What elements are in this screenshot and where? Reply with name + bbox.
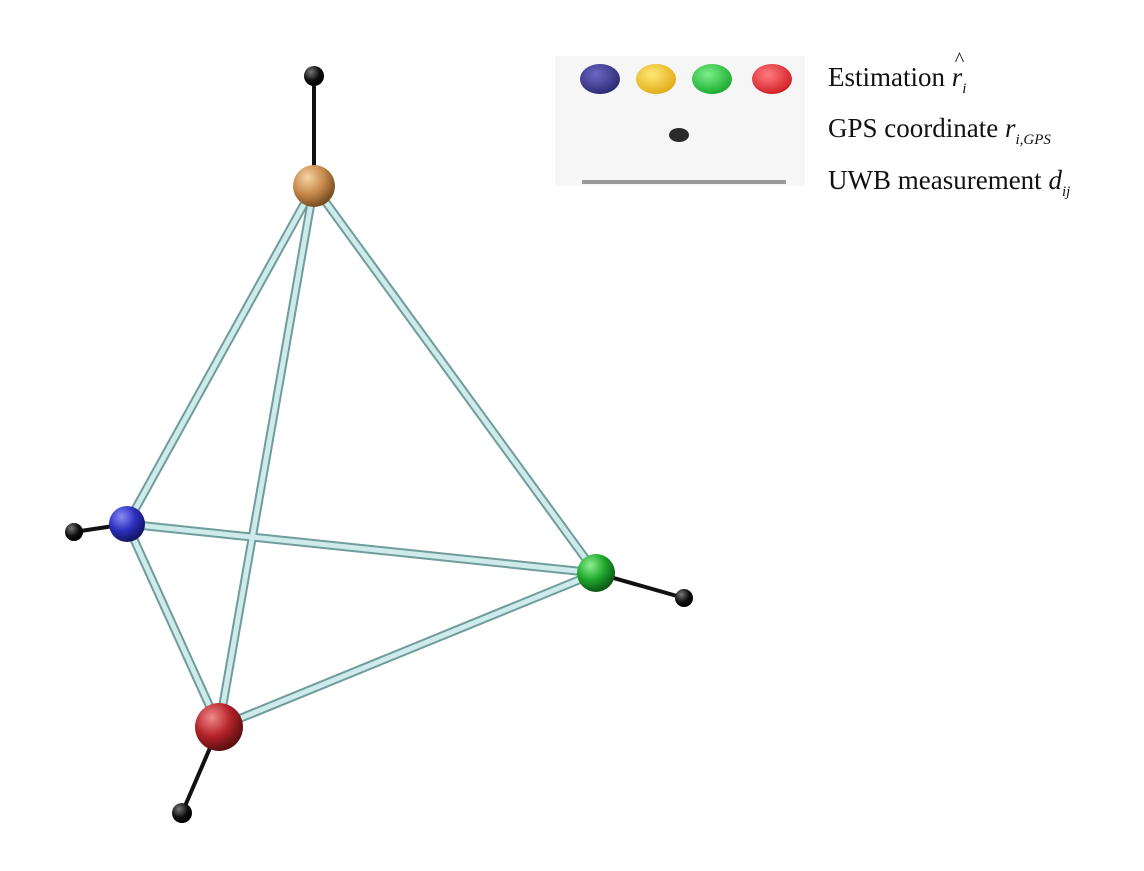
legend-gps-label: GPS coordinate bbox=[828, 113, 999, 143]
node-bottom bbox=[195, 703, 243, 751]
uwb-edge-left-bottom bbox=[124, 521, 222, 730]
uwb-edge-left-right bbox=[124, 521, 599, 576]
legend-swatches bbox=[580, 64, 792, 184]
legend-swatch-green bbox=[692, 64, 732, 94]
uwb-edge-bottom-right bbox=[216, 570, 599, 730]
legend-swatch-gps bbox=[669, 128, 689, 142]
legend-uwb-subscript: ij bbox=[1061, 184, 1071, 200]
legend-gps: GPS coordinate ri,GPS bbox=[828, 113, 1051, 149]
estimate-nodes bbox=[109, 165, 615, 751]
legend-panel bbox=[555, 56, 805, 186]
gps-links bbox=[72, 74, 686, 815]
legend-uwb-label: UWB measurement bbox=[828, 165, 1042, 195]
legend-estimation: Estimation ri bbox=[828, 49, 967, 98]
legend-swatch-red bbox=[752, 64, 792, 94]
node-top bbox=[293, 165, 335, 207]
node-right bbox=[577, 554, 615, 592]
gps-point-top bbox=[304, 66, 324, 86]
legend-swatch-yellow bbox=[636, 64, 676, 94]
gps-point-bottom bbox=[172, 803, 192, 823]
legend-swatch-uwb bbox=[582, 180, 786, 184]
legend-swatch-blue bbox=[580, 64, 620, 94]
legend-gps-symbol: r bbox=[1004, 113, 1016, 143]
legend-gps-subscript: i,GPS bbox=[1015, 132, 1051, 148]
gps-points bbox=[65, 66, 693, 823]
gps-point-right bbox=[675, 589, 693, 607]
legend-estimation-label: Estimation bbox=[828, 62, 945, 92]
uwb-edge-top-left bbox=[124, 183, 317, 527]
node-left bbox=[109, 506, 145, 542]
uwb-edge-top-right bbox=[311, 183, 599, 576]
gps-point-left bbox=[65, 523, 83, 541]
legend-estimation-symbol: r bbox=[952, 49, 964, 93]
legend-uwb-symbol: d bbox=[1048, 165, 1062, 195]
legend-uwb: UWB measurement dij bbox=[828, 165, 1070, 201]
uwb-edges bbox=[122, 181, 601, 732]
uwb-edge-top-bottom bbox=[216, 183, 317, 730]
legend-estimation-subscript: i bbox=[962, 81, 967, 97]
